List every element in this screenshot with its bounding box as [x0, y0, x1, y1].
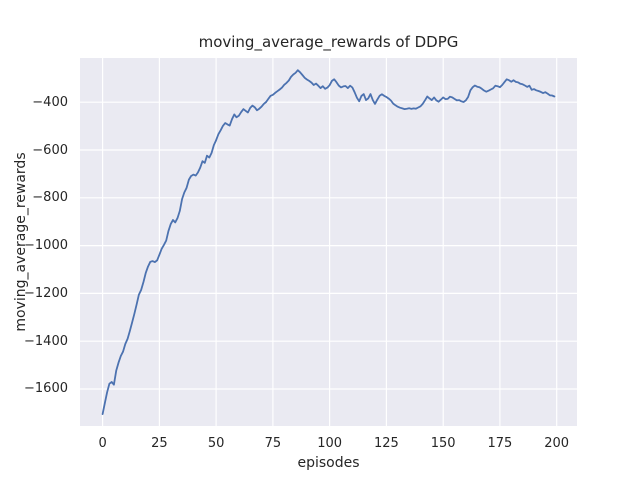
x-tick-label: 100 [317, 436, 343, 451]
x-axis-label: episodes [297, 455, 360, 471]
x-tick-label: 0 [98, 436, 107, 451]
x-tick-label: 175 [487, 436, 513, 451]
x-tick-label: 200 [544, 436, 570, 451]
x-tick-label: 25 [151, 436, 168, 451]
y-tick-label: −600 [32, 142, 68, 158]
x-tick-label: 150 [430, 436, 456, 451]
y-tick-label: −800 [32, 190, 68, 206]
x-tick-label: 125 [373, 436, 399, 451]
y-tick-label: −1600 [24, 381, 68, 397]
x-tick-label: 75 [264, 436, 282, 451]
x-tick-label: 50 [207, 436, 225, 451]
y-tick-label: −1400 [24, 333, 68, 349]
y-tick-label: −1200 [24, 285, 68, 301]
reward-line [101, 69, 556, 416]
y-tick-label: −1000 [24, 238, 68, 254]
y-tick-label: −400 [32, 94, 68, 110]
chart-title: moving_average_rewards of DDPG [198, 33, 459, 51]
